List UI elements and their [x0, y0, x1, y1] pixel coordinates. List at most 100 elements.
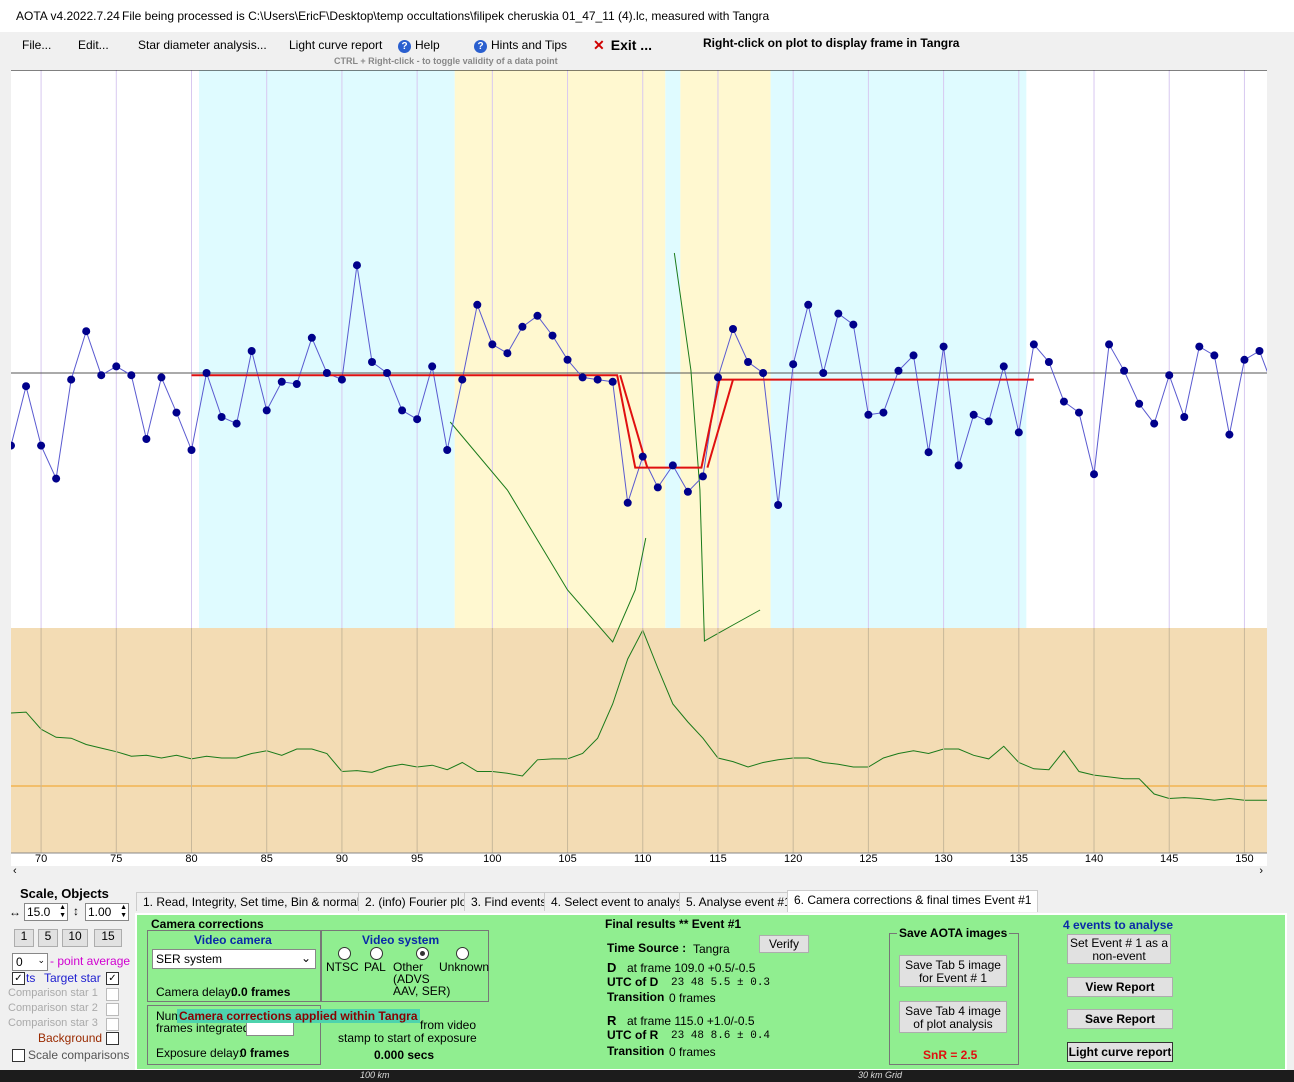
tab-camera-corrections[interactable]: 6. Camera corrections & final times Even…	[787, 890, 1039, 912]
tab-select-event[interactable]: 4. Select event to analyse	[544, 892, 696, 911]
data-point	[804, 300, 813, 309]
v-scale-arrows-icon[interactable]: ▲ ▼	[120, 904, 127, 919]
light-curve-plot[interactable]: 70 75 80 85 90 95 100 105 110 115 120 125 130 135 140 1…	[7, 69, 1279, 866]
scale-1-button[interactable]: 1	[14, 929, 34, 947]
background-checkbox[interactable]	[106, 1032, 119, 1045]
tab-analyse-event[interactable]: 5. Analyse event #1	[679, 892, 798, 911]
target-star-label: Target star	[44, 971, 101, 985]
target-star-checkbox[interactable]: ✓	[106, 972, 119, 985]
menu-light-curve-report[interactable]: Light curve report	[289, 38, 383, 52]
data-point	[518, 322, 527, 331]
data-point	[112, 362, 121, 371]
data-point	[368, 358, 377, 366]
scale-10-button[interactable]: 10	[62, 929, 88, 947]
pts-label: ts	[26, 971, 36, 985]
utc-r-label: UTC of R	[607, 1028, 659, 1042]
comparison-1-checkbox[interactable]	[106, 988, 119, 1001]
app-version: AOTA v4.2022.7.24	[16, 9, 120, 23]
camera-select[interactable]: SER system ⌄	[152, 949, 316, 969]
data-point	[969, 410, 978, 419]
plot-scrollbar[interactable]: ‹ ›	[11, 865, 1267, 880]
save-tab5-button[interactable]: Save Tab 5 image for Event # 1	[899, 955, 1007, 987]
data-point	[623, 498, 632, 507]
point-average-select[interactable]: 0 ⌄	[12, 953, 48, 971]
map-scale-label: 100 km	[360, 1070, 390, 1080]
v-scale-spinner[interactable]: 1.00 ▲ ▼	[85, 903, 129, 921]
data-point	[1120, 366, 1129, 375]
data-point	[939, 342, 948, 351]
time-source-value: Tangra	[693, 942, 730, 956]
scroll-right-icon[interactable]: ›	[1259, 865, 1263, 877]
frames-integrated-label: frames integrated	[156, 1021, 250, 1035]
lower-band	[11, 628, 1267, 853]
scale-5-button[interactable]: 5	[38, 929, 58, 947]
camera-corrections-title: Camera corrections	[151, 917, 264, 931]
model-fit-r-edge	[706, 379, 734, 468]
menu-star-diameter[interactable]: Star diameter analysis...	[138, 38, 267, 52]
tangra-corrections-overlay: Camera corrections applied within Tangra	[177, 1009, 420, 1023]
data-point	[789, 360, 798, 369]
save-report-button[interactable]: Save Report	[1067, 1009, 1173, 1029]
other-radio[interactable]	[416, 947, 429, 960]
view-report-button[interactable]: View Report	[1067, 977, 1173, 997]
data-point	[563, 355, 572, 364]
menu-exit[interactable]: ✕ Exit ...	[593, 37, 652, 54]
map-grid-label: 30 km Grid	[858, 1070, 903, 1080]
v-scale-icon: ↕	[73, 904, 79, 918]
unknown-radio[interactable]	[456, 947, 469, 960]
data-point	[322, 369, 331, 377]
set-non-event-button[interactable]: Set Event # 1 as a non-event	[1067, 934, 1171, 964]
data-point	[668, 461, 677, 470]
data-point	[638, 452, 647, 461]
menu-file[interactable]: File...	[22, 38, 52, 52]
x-tick-label: 75	[110, 853, 122, 865]
h-scale-value: 15.0	[27, 905, 51, 919]
background-label: Background	[38, 1031, 103, 1045]
comparison-3-checkbox[interactable]	[106, 1018, 119, 1031]
transition-d-value: 0 frames	[669, 991, 716, 1005]
x-tick-label: 80	[185, 853, 197, 865]
tab-find-events[interactable]: 3. Find events	[464, 892, 554, 911]
comparison-2-checkbox[interactable]	[106, 1003, 119, 1016]
data-point	[593, 375, 602, 384]
save-images-title: Save AOTA images	[897, 926, 1010, 940]
pts-checkbox[interactable]: ✓	[12, 972, 25, 985]
tab-fourier[interactable]: 2. (info) Fourier plot	[358, 892, 477, 911]
x-tick-label: 70	[35, 853, 47, 865]
scroll-left-icon[interactable]: ‹	[13, 865, 17, 877]
h-scale-spinner[interactable]: 15.0 ▲ ▼	[24, 903, 68, 921]
save-tab4-button[interactable]: Save Tab 4 image of plot analysis	[899, 1001, 1007, 1033]
menu-help[interactable]: ? Help	[398, 38, 440, 53]
menu-help-label: Help	[415, 38, 440, 52]
scale-15-button[interactable]: 15	[94, 929, 122, 947]
h-scale-arrows-icon[interactable]: ▲ ▼	[59, 904, 66, 919]
menu-hints-label: Hints and Tips	[491, 38, 568, 52]
tab-read-integrity[interactable]: 1. Read, Integrity, Set time, Bin & norm…	[136, 892, 382, 911]
data-point	[22, 382, 31, 391]
verify-button[interactable]: Verify	[759, 935, 809, 953]
data-point	[247, 347, 256, 355]
menu-hints[interactable]: ? Hints and Tips	[474, 38, 567, 53]
data-point	[1150, 419, 1159, 428]
data-point	[1210, 351, 1219, 360]
data-point	[924, 448, 933, 457]
data-point	[413, 415, 422, 424]
transition-d-label: Transition	[607, 990, 665, 1004]
menu-edit[interactable]: Edit...	[78, 38, 109, 52]
camera-delay-label: Camera delay:	[156, 985, 235, 999]
comparison-2-label: Comparison star 2	[8, 1002, 98, 1014]
data-point	[1029, 340, 1038, 349]
point-average-value: 0	[16, 955, 23, 969]
other-detail-2: AAV, SER)	[393, 984, 451, 998]
pal-radio[interactable]	[370, 947, 383, 960]
data-point	[729, 325, 738, 333]
scale-comparisons-checkbox[interactable]	[12, 1049, 25, 1062]
data-point	[608, 377, 617, 386]
x-tick-label: 90	[336, 853, 348, 865]
data-point	[954, 461, 963, 470]
data-point	[774, 501, 783, 509]
transition-r-value: 0 frames	[669, 1045, 716, 1059]
data-point	[879, 408, 888, 417]
ntsc-radio[interactable]	[338, 947, 351, 960]
lc-report-button[interactable]: Light curve report	[1067, 1042, 1173, 1062]
